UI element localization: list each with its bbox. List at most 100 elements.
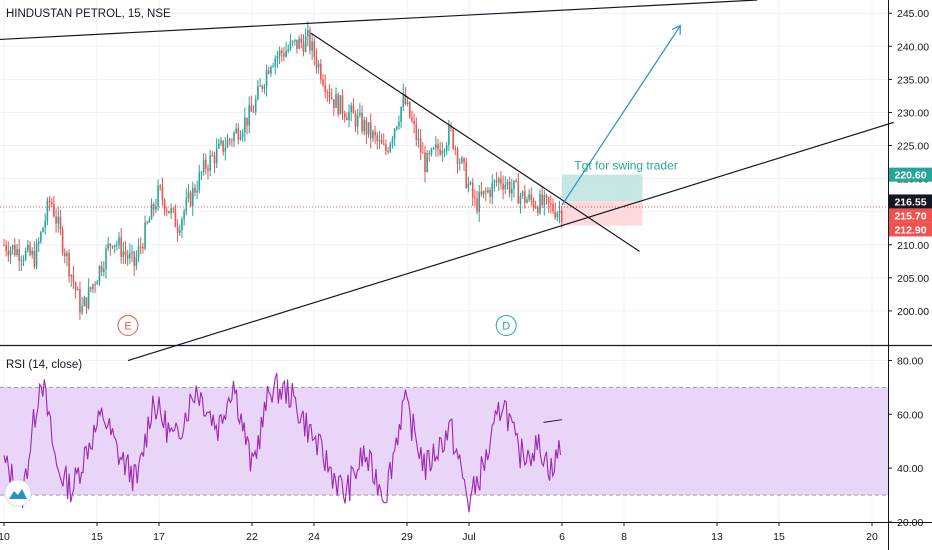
candle <box>183 208 185 226</box>
candle <box>363 116 366 136</box>
candle <box>66 250 68 267</box>
candle <box>346 112 348 121</box>
candle <box>497 176 500 192</box>
candle <box>508 176 511 198</box>
candle <box>361 105 363 135</box>
candle <box>517 173 520 204</box>
candle <box>152 202 155 217</box>
candle <box>376 132 379 150</box>
candle <box>161 177 164 206</box>
candle <box>289 34 292 51</box>
candle <box>478 184 481 222</box>
candle <box>369 113 372 149</box>
candle <box>74 281 77 299</box>
target-zone[interactable] <box>562 174 643 202</box>
candle <box>94 281 96 293</box>
event-marker-e[interactable]: E <box>117 314 139 336</box>
candle <box>213 151 216 174</box>
candle <box>226 133 229 149</box>
candle <box>524 184 526 209</box>
event-marker-d[interactable]: D <box>495 314 517 336</box>
candle <box>61 225 64 257</box>
candle <box>452 127 454 151</box>
candle <box>144 215 146 251</box>
candle <box>474 189 476 206</box>
time-tick-label: 8 <box>621 531 627 543</box>
rsi-line <box>3 373 562 513</box>
candle <box>163 197 166 216</box>
candle <box>311 34 313 60</box>
time-tick-label: 10 <box>0 531 10 543</box>
candle <box>298 35 300 50</box>
candle <box>100 261 103 277</box>
candle <box>14 238 16 257</box>
candle <box>315 48 318 74</box>
candle <box>113 244 116 254</box>
candle <box>547 196 550 213</box>
candle <box>398 115 400 130</box>
price-axis[interactable]: 200.00205.00210.00215.00220.00225.00230.… <box>888 8 929 318</box>
time-axis[interactable]: 10 15 17 22 24 29 Jul 6 8 13 15 20 <box>0 522 878 543</box>
candle <box>135 250 138 271</box>
time-tick-label: 15 <box>91 531 103 543</box>
rsi-axis[interactable]: 20.00 40.00 60.00 80.00 <box>888 355 923 529</box>
time-tick-label: Jul <box>462 531 475 543</box>
time-tick-label: 13 <box>711 531 723 543</box>
trend-line[interactable] <box>127 121 894 362</box>
candle <box>79 281 81 321</box>
candle <box>387 147 389 155</box>
price-pane[interactable] <box>0 0 888 344</box>
candle <box>35 238 38 270</box>
trend-line[interactable] <box>310 32 640 252</box>
candle <box>280 47 283 62</box>
candle <box>374 125 376 144</box>
candle <box>519 192 522 214</box>
candle <box>205 153 207 175</box>
target-arrow[interactable] <box>561 26 680 206</box>
candle <box>287 44 290 54</box>
candle <box>105 244 107 279</box>
candle <box>493 179 496 192</box>
chart-title: HINDUSTAN PETROL, 15, NSE <box>6 8 171 20</box>
candle <box>443 148 446 158</box>
target-annotation-label[interactable]: Tgt for swing trader <box>574 158 677 172</box>
candle <box>491 174 494 205</box>
candle <box>278 46 281 65</box>
candle <box>111 245 114 249</box>
candle <box>5 240 7 257</box>
candle <box>461 155 463 165</box>
time-tick-label: 24 <box>308 531 320 543</box>
tradingview-logo[interactable] <box>4 479 32 507</box>
trend-line[interactable] <box>0 0 758 41</box>
candle <box>211 151 214 157</box>
candle <box>272 62 274 68</box>
candle <box>196 180 198 200</box>
candle <box>267 66 270 75</box>
candle <box>137 238 140 263</box>
candle <box>367 122 370 138</box>
time-tick-label: 6 <box>559 531 565 543</box>
candle <box>122 241 125 264</box>
candle <box>411 110 413 123</box>
candle <box>81 296 83 316</box>
candle <box>7 241 10 262</box>
candle <box>504 176 507 195</box>
candle <box>159 184 162 191</box>
candle <box>300 33 303 49</box>
svg-text:212.90: 212.90 <box>894 224 926 236</box>
candle <box>198 164 201 194</box>
candle <box>40 230 42 244</box>
candle <box>109 242 112 256</box>
candle <box>116 240 118 251</box>
candle <box>274 55 277 75</box>
candle <box>469 180 472 186</box>
price-tick-label: 240.00 <box>897 41 929 53</box>
svg-text:216.55: 216.55 <box>894 196 926 208</box>
rsi-trend-line <box>543 419 563 423</box>
candle <box>309 26 311 55</box>
candle <box>83 295 86 307</box>
candle <box>46 197 49 226</box>
rsi-band <box>0 387 888 496</box>
candle <box>48 196 51 211</box>
